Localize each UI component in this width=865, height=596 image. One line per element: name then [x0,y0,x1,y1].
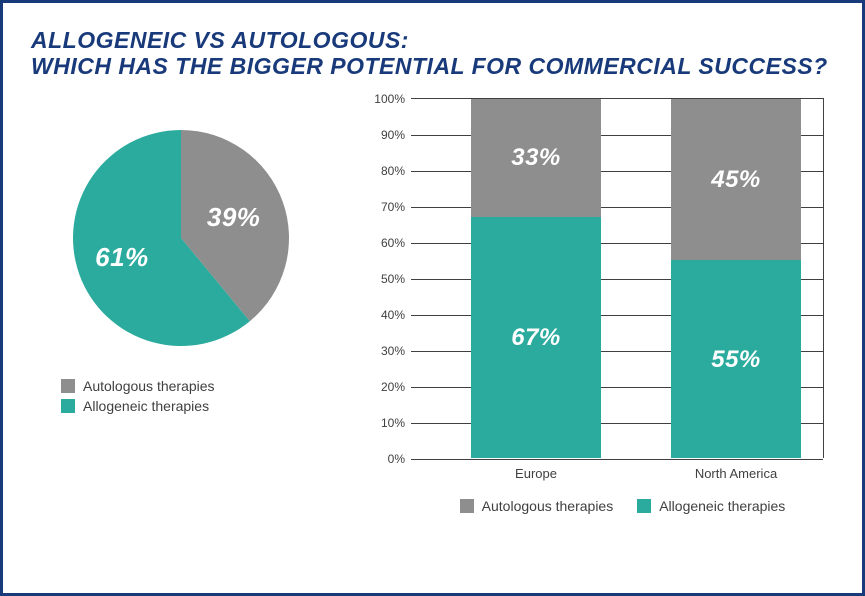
bar-chart-panel: 0%10%20%30%40%50%60%70%80%90%100%67%33%E… [361,98,834,518]
bar-value-allogeneic: 55% [671,346,801,374]
bar-legend-label-allogeneic: Allogeneic therapies [659,498,785,514]
bar-legend-item-autologous: Autologous therapies [460,498,614,514]
charts-row: 39% 61% Autologous therapies Allogeneic … [31,98,834,518]
y-axis-tick: 60% [363,236,405,250]
pie-svg [71,128,291,348]
y-axis-tick: 10% [363,416,405,430]
title-line-2: WHICH HAS THE BIGGER POTENTIAL FOR COMME… [31,53,834,79]
page-title: ALLOGENEIC VS AUTOLOGOUS: WHICH HAS THE … [31,27,834,80]
y-axis-tick: 20% [363,380,405,394]
y-axis-tick: 100% [363,92,405,106]
swatch-allogeneic [637,499,651,513]
x-axis-label: Europe [515,466,557,481]
bar-legend-item-allogeneic: Allogeneic therapies [637,498,785,514]
bar-group: 55%45%North America [671,99,801,458]
grid-line [411,459,823,460]
x-axis-label: North America [695,466,777,481]
pie-legend: Autologous therapies Allogeneic therapie… [61,378,215,418]
legend-label-autologous: Autologous therapies [83,378,215,394]
y-axis-tick: 80% [363,164,405,178]
bar-group: 67%33%Europe [471,99,601,458]
swatch-autologous [61,379,75,393]
y-axis-tick: 0% [363,452,405,466]
bar-value-allogeneic: 67% [471,324,601,352]
bar-value-autologous: 33% [471,144,601,172]
title-line-1: ALLOGENEIC VS AUTOLOGOUS: [31,27,834,53]
bar-value-autologous: 45% [671,166,801,194]
y-axis-tick: 90% [363,128,405,142]
swatch-autologous [460,499,474,513]
bar-legend: Autologous therapies Allogeneic therapie… [411,498,834,518]
y-axis-tick: 40% [363,308,405,322]
legend-label-allogeneic: Allogeneic therapies [83,398,209,414]
pie-slice-label-allogeneic: 61% [95,242,149,273]
bar-legend-label-autologous: Autologous therapies [482,498,614,514]
bar-chart: 0%10%20%30%40%50%60%70%80%90%100%67%33%E… [411,98,824,458]
swatch-allogeneic [61,399,75,413]
y-axis-tick: 30% [363,344,405,358]
pie-chart: 39% 61% [71,128,291,348]
y-axis-tick: 50% [363,272,405,286]
y-axis-tick: 70% [363,200,405,214]
legend-item-allogeneic: Allogeneic therapies [61,398,215,414]
pie-slice-label-autologous: 39% [207,202,261,233]
pie-chart-panel: 39% 61% Autologous therapies Allogeneic … [31,98,331,518]
legend-item-autologous: Autologous therapies [61,378,215,394]
